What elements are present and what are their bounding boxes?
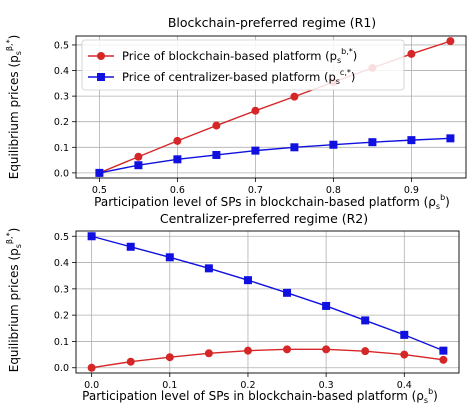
chart-r2-series-1-point-4 xyxy=(243,276,252,285)
chart-r2-y-tick-label-0: 0.0 xyxy=(54,363,69,374)
chart-r1-x-tick-label-1: 0.6 xyxy=(170,185,185,196)
legend-centralizer-label: Price of centralizer-based platform (psc… xyxy=(122,68,355,86)
chart-r1-series-1-point-9 xyxy=(446,134,455,143)
chart-r1-y-axis-label: Equilibrium prices (psβ,*) xyxy=(5,35,23,180)
chart-r1-y-tick-label-3: 0.3 xyxy=(54,92,69,103)
chart-r2-series-1-point-9 xyxy=(439,346,448,355)
chart-r2-y-tick-label-4: 0.4 xyxy=(54,258,69,269)
chart-r2-series-1-point-6 xyxy=(322,301,331,310)
chart-r1-series-1-point-6 xyxy=(329,140,338,149)
chart-r2-series-0-point-2 xyxy=(165,353,174,362)
chart-r2-frame xyxy=(75,230,460,374)
chart-r2-series-0-point-3 xyxy=(204,349,213,358)
chart-r2-series-0-point-9 xyxy=(439,355,448,364)
chart-r1-title: Blockchain-preferred regime (R1) xyxy=(168,15,376,30)
chart-r2: Centralizer-preferred regime (R2) 0.0 0.1… xyxy=(5,211,460,405)
chart-r1-series-1-point-7 xyxy=(368,138,377,147)
chart-r2-title: Centralizer-preferred regime (R2) xyxy=(160,211,368,226)
chart-r2-series-0-point-7 xyxy=(361,347,370,356)
chart-r1-y-tick-label-2: 0.2 xyxy=(54,117,69,128)
chart-r2-series-1-point-2 xyxy=(165,253,174,262)
chart-r2-x-tick-label-0: 0.0 xyxy=(84,380,99,391)
chart-r2-x-tick-label-1: 0.1 xyxy=(162,380,177,391)
chart-r1-series-1-point-4 xyxy=(251,146,260,155)
chart-r1-series-0-point-9 xyxy=(446,37,455,46)
chart-r1-x-tick-label-0: 0.5 xyxy=(92,185,107,196)
chart-r1-series-0-point-3 xyxy=(212,121,221,130)
chart-r1-x-axis-label: Participation level of SPs in blockchain… xyxy=(94,193,450,211)
legend-blockchain-marker xyxy=(97,52,105,60)
chart-r1-series-0-point-4 xyxy=(251,106,260,115)
legend-blockchain-label: Price of blockchain-based platform (psb,… xyxy=(122,47,357,65)
chart-r1-series-0-point-1 xyxy=(134,152,143,161)
chart-r1-x-tick-label-4: 0.9 xyxy=(404,185,419,196)
chart-r2-x-axis-label: Participation level of SPs in blockchain… xyxy=(82,387,438,405)
chart-r1-legend: Price of blockchain-based platform (psb,… xyxy=(81,39,405,91)
chart-r1-series-0-point-2 xyxy=(173,136,182,145)
chart-r1-series-1-point-3 xyxy=(212,150,221,159)
chart-r2-series-0-point-4 xyxy=(243,346,252,355)
chart-r2-y-tick-label-5: 0.5 xyxy=(54,232,69,243)
chart-r2-series-1-point-3 xyxy=(204,264,213,273)
chart-r2-series-1-point-7 xyxy=(361,316,370,325)
chart-r2-series-0-point-0 xyxy=(87,363,96,372)
chart-r1-legend-box xyxy=(81,39,405,91)
chart-r2-x-tick-label-2: 0.2 xyxy=(240,380,255,391)
chart-r2-y-tick-label-2: 0.2 xyxy=(54,311,69,322)
chart-r2-plot-area: 0.0 0.1 0.2 0.3 0.4 0.0 0.1 0.2 0.3 0.4 0.5 xyxy=(54,230,460,391)
chart-r2-series-0-line xyxy=(91,348,444,369)
legend-centralizer-marker xyxy=(97,73,105,81)
chart-r2-series-0-point-6 xyxy=(322,345,331,354)
chart-r2-series-1-point-0 xyxy=(87,232,96,241)
chart-r2-series-0-point-5 xyxy=(283,345,292,354)
chart-r1: Blockchain-preferred regime (R1) 0.5 0.6 0… xyxy=(5,15,467,211)
chart-r1-y-tick-label-1: 0.1 xyxy=(54,143,69,154)
chart-r1-series-1-line xyxy=(99,137,451,174)
chart-r1-y-tick-label-4: 0.4 xyxy=(54,66,69,77)
chart-r2-x-tick-label-4: 0.4 xyxy=(397,380,412,391)
chart-r1-series-1-point-8 xyxy=(407,136,416,145)
chart-r1-y-tick-label-0: 0.0 xyxy=(54,168,69,179)
chart-r2-series-0-point-1 xyxy=(126,357,135,366)
chart-r1-series-1-point-2 xyxy=(173,155,182,164)
chart-r1-x-tick-label-3: 0.8 xyxy=(326,185,341,196)
chart-r2-x-tick-label-3: 0.3 xyxy=(319,380,334,391)
chart-r2-series-1-point-1 xyxy=(126,242,135,251)
chart-r2-series-1-point-8 xyxy=(400,330,409,339)
chart-r2-series-0-point-8 xyxy=(400,350,409,359)
chart-r1-x-tick-label-2: 0.7 xyxy=(248,185,263,196)
chart-r2-y-tick-label-3: 0.3 xyxy=(54,284,69,295)
chart-r1-series-1-point-5 xyxy=(290,143,299,152)
chart-r1-series-0-point-8 xyxy=(407,49,416,58)
chart-r1-series-1-point-1 xyxy=(134,161,143,170)
chart-r2-series-1-line xyxy=(91,235,444,352)
chart-r1-series-0-point-5 xyxy=(290,92,299,101)
chart-r1-frame xyxy=(75,35,467,179)
chart-r1-y-tick-label-5: 0.5 xyxy=(54,40,69,51)
chart-r2-y-tick-label-1: 0.1 xyxy=(54,337,69,348)
chart-r2-y-axis-label: Equilibrium prices (psβ,*) xyxy=(5,228,23,373)
chart-r2-series-1-point-5 xyxy=(283,288,292,297)
chart-r1-series-1-point-0 xyxy=(95,168,104,177)
